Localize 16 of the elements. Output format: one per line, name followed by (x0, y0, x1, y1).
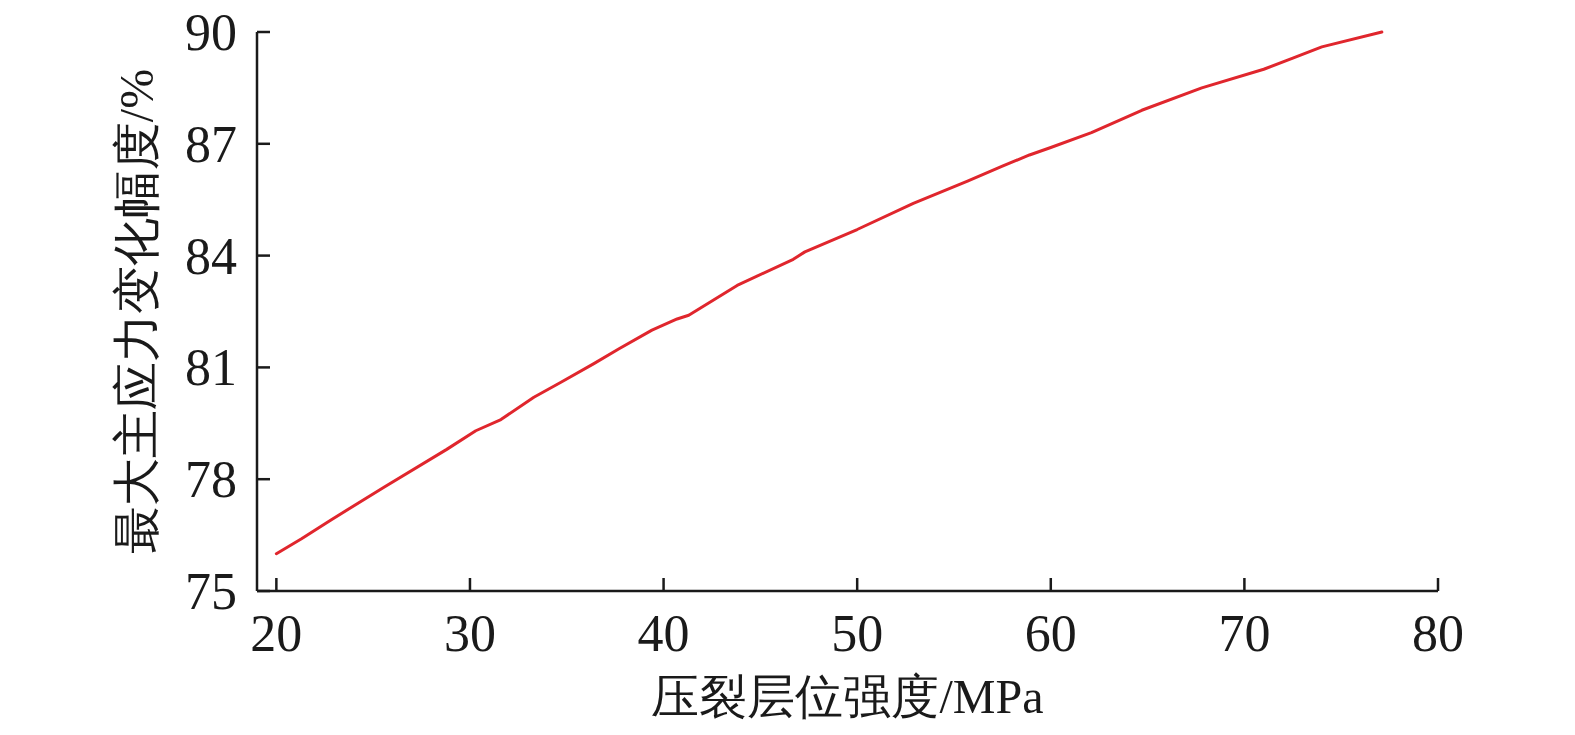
y-tick-label: 81 (185, 339, 237, 397)
x-tick-label: 70 (1218, 605, 1271, 662)
x-axis-title: 压裂层位强度/MPa (651, 670, 1044, 723)
x-tick-label: 60 (1024, 605, 1077, 662)
line-series (274, 30, 1384, 556)
y-axis-title: 最大主应力变化幅度/% (110, 68, 163, 555)
x-tick-label: 80 (1412, 605, 1464, 662)
x-tick-label: 40 (637, 605, 690, 662)
x-tick-label: 50 (831, 605, 884, 662)
y-tick-label: 90 (185, 4, 237, 61)
y-tick-label: 78 (185, 451, 237, 509)
y-tick-label: 75 (185, 563, 237, 620)
y-tick-label: 87 (185, 115, 237, 173)
y-tick-label: 84 (185, 227, 237, 285)
x-tick-label: 20 (250, 605, 303, 662)
x-tick-label: 30 (443, 605, 496, 662)
